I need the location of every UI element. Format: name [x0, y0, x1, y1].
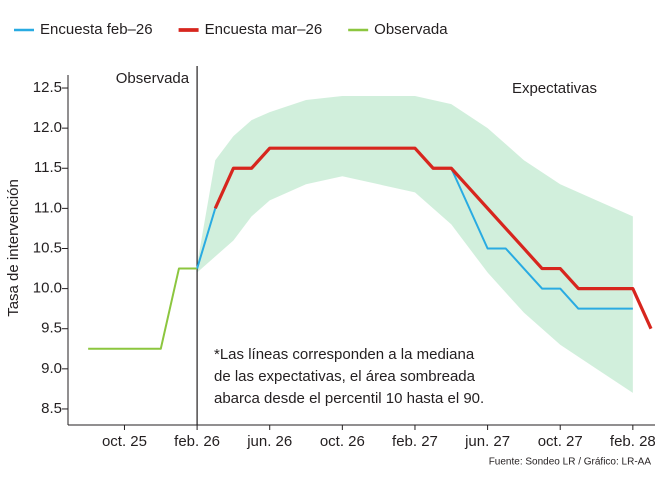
y-tick-label: 10.0: [33, 280, 62, 297]
y-tick-label: 12.0: [33, 119, 62, 136]
note: de las expectativas, el área sombreada: [214, 368, 476, 385]
y-tick-label: 12.5: [33, 79, 62, 96]
note: *Las líneas corresponden a la mediana: [214, 346, 475, 363]
legend-label: Encuesta mar–26: [205, 21, 323, 38]
y-tick-label: 11.5: [34, 159, 62, 176]
x-tick-label: oct. 26: [320, 433, 365, 450]
region-label: Expectativas: [512, 80, 597, 97]
y-tick-label: 8.5: [41, 400, 62, 417]
legend-label: Encuesta feb–26: [40, 21, 153, 38]
x-tick-label: feb. 26: [174, 433, 220, 450]
x-tick-label: feb. 27: [392, 433, 438, 450]
y-tick-label: 9.0: [41, 360, 62, 377]
y-tick-label: 11.0: [34, 199, 62, 216]
source: Fuente: Sondeo LR / Gráfico: LR-AA: [489, 457, 652, 468]
legend-label: Observada: [374, 21, 448, 38]
series-line: [213, 146, 653, 330]
y-tick-label: 9.5: [41, 320, 62, 337]
y-tick-label: 10.5: [33, 239, 62, 256]
x-tick-label: oct. 25: [102, 433, 147, 450]
x-tick-label: feb. 28: [610, 433, 655, 450]
x-tick-label: jun. 27: [464, 433, 510, 450]
y-axis-label: Tasa de intervención: [5, 179, 22, 317]
x-tick-label: jun. 26: [246, 433, 292, 450]
note: abarca desde el percentil 10 hasta el 90…: [214, 390, 484, 407]
percentile-band: [197, 96, 633, 393]
region-label: Observada: [116, 70, 190, 87]
series-line: [88, 267, 198, 350]
x-tick-label: oct. 27: [538, 433, 583, 450]
